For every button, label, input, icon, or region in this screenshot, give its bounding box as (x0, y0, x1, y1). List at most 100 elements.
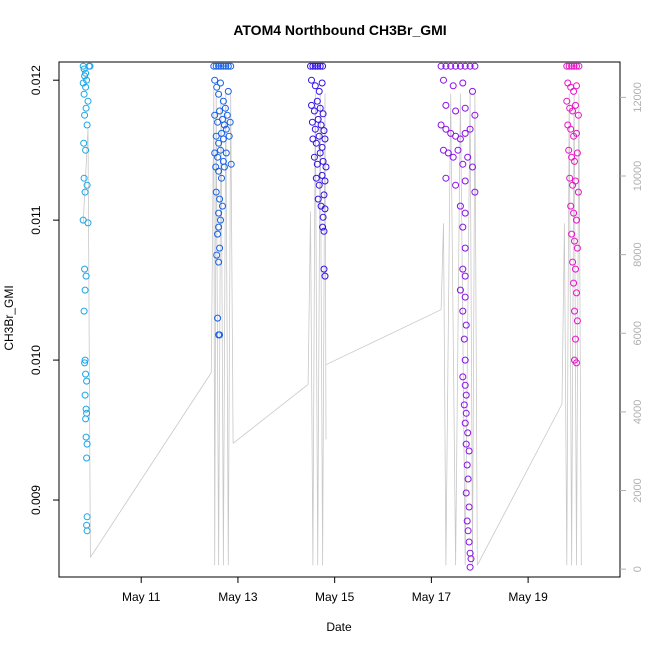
data-point (81, 72, 89, 80)
data-point (217, 146, 224, 154)
data-point (461, 381, 469, 389)
data-point (462, 409, 470, 417)
data-point (84, 97, 92, 105)
data-point (322, 163, 330, 171)
data-point (570, 209, 578, 217)
data-point (568, 62, 576, 70)
data-point (81, 286, 89, 294)
data-point (319, 157, 327, 165)
data-point (462, 489, 470, 497)
data-point (461, 129, 469, 137)
data-point (82, 146, 90, 154)
data-point (314, 115, 322, 123)
data-point (320, 191, 328, 199)
y-tick-label: 0.009 (29, 485, 43, 515)
data-point (211, 76, 219, 84)
data-point (83, 454, 91, 462)
data-point (218, 174, 225, 182)
x-tick-label: May 11 (122, 590, 161, 604)
data-point (462, 391, 470, 399)
data-point (214, 314, 222, 322)
data-point (83, 409, 91, 417)
data-point (227, 62, 235, 70)
data-point (573, 359, 580, 367)
data-point (315, 181, 323, 189)
data-point (319, 110, 327, 118)
data-point (469, 163, 476, 171)
y2-tick-label: 10000 (632, 161, 644, 192)
data-point (215, 209, 223, 217)
data-point (573, 149, 581, 157)
data-point (310, 107, 318, 115)
x-tick-label: May 19 (508, 590, 548, 604)
data-point (465, 447, 473, 455)
data-point (462, 321, 470, 329)
data-point (320, 227, 328, 235)
data-point (311, 62, 319, 70)
data-point (82, 370, 90, 378)
data-point (216, 244, 224, 252)
data-point (452, 107, 460, 115)
data-point (454, 146, 462, 154)
altitude-line-segment (561, 93, 582, 566)
data-point (568, 230, 576, 238)
data-point (317, 121, 325, 129)
data-point (308, 118, 316, 126)
data-point (467, 555, 475, 563)
x-tick-label: May 15 (315, 590, 355, 604)
data-point (83, 513, 91, 521)
data-point (220, 163, 228, 171)
data-point (456, 62, 464, 70)
altitude-line-segment (440, 93, 478, 566)
data-point (569, 107, 577, 115)
data-point (81, 391, 89, 399)
altitude-line-segment (232, 384, 309, 444)
data-point (460, 401, 468, 409)
data-point (573, 317, 581, 325)
data-point (83, 527, 91, 535)
data-point (214, 153, 222, 161)
data-point (215, 167, 223, 175)
data-point (459, 160, 467, 168)
data-point (217, 79, 224, 87)
data-point (566, 174, 574, 182)
data-point (565, 62, 573, 70)
data-point (437, 62, 445, 70)
data-point (216, 331, 224, 339)
series-group (79, 62, 94, 535)
series-group (210, 62, 235, 339)
data-point (81, 359, 89, 367)
data-point (314, 62, 322, 70)
data-point (307, 62, 314, 70)
data-point (459, 223, 467, 231)
data-point (210, 62, 218, 70)
data-point (570, 87, 578, 95)
data-point (444, 149, 452, 157)
data-point (573, 129, 580, 137)
data-point (571, 157, 578, 165)
data-point (313, 160, 321, 168)
data-point (81, 356, 89, 364)
data-point (563, 97, 571, 105)
data-point (215, 139, 223, 147)
data-point (315, 132, 323, 140)
data-point (572, 335, 579, 343)
y2-tick-label: 8000 (632, 242, 644, 266)
altitude-line-segment (82, 128, 91, 558)
altitude-layer (82, 89, 582, 566)
x-axis-label: Date (326, 620, 352, 634)
data-point (459, 307, 467, 315)
data-point (215, 90, 223, 98)
data-point (319, 62, 327, 70)
data-point (570, 279, 578, 287)
data-point (459, 265, 467, 273)
plot-frame (58, 61, 621, 578)
data-point (224, 87, 232, 95)
data-point (308, 76, 315, 84)
data-point (461, 104, 469, 112)
data-point (464, 527, 472, 535)
data-point (311, 82, 319, 90)
data-point (442, 174, 450, 182)
data-point (80, 174, 88, 182)
data-point (80, 139, 88, 147)
